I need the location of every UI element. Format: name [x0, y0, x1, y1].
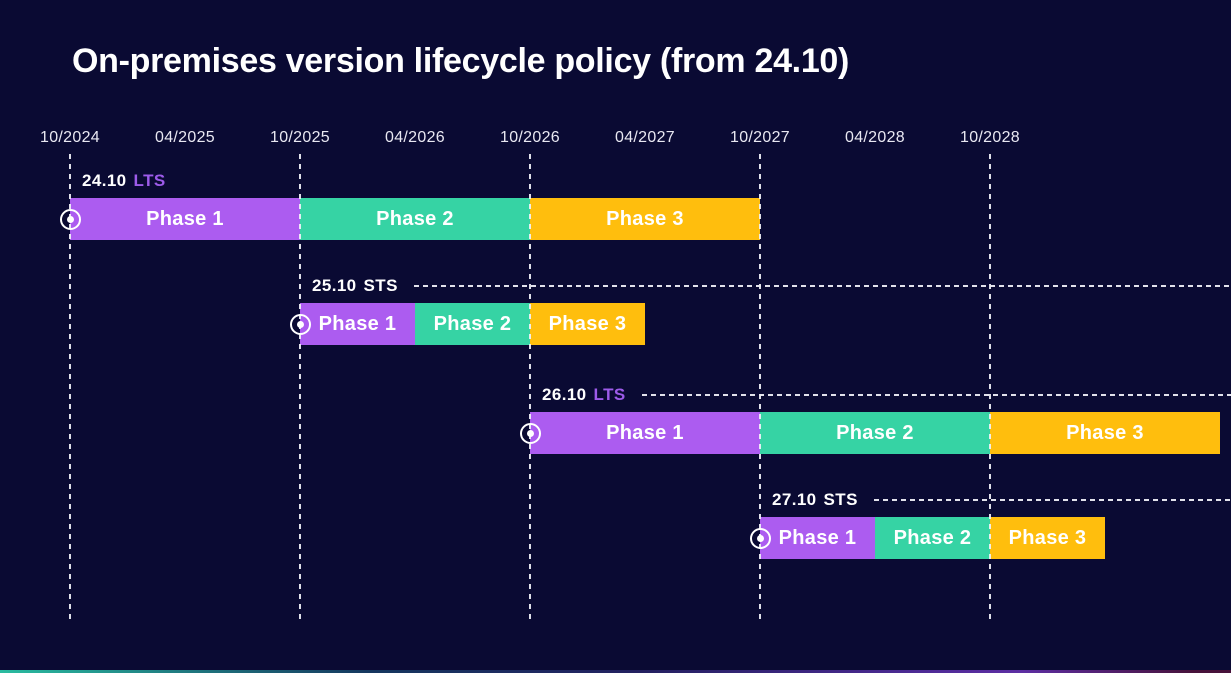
- phase-bar-2: Phase 2: [300, 198, 530, 240]
- release-version-text: 26.10: [542, 385, 587, 404]
- gridline-10-2028: [989, 154, 991, 620]
- gridline-10-2024: [69, 154, 71, 620]
- release-channel-badge: STS: [823, 490, 858, 509]
- phase-bar-1: Phase 1: [70, 198, 300, 240]
- timeline-continuation-dashed-line: [641, 394, 1231, 396]
- release-version-text: 27.10: [772, 490, 817, 509]
- axis-tick-label: 10/2028: [960, 129, 1020, 146]
- timeline-continuation-dashed-line: [413, 285, 1231, 287]
- phase-bar-2: Phase 2: [875, 517, 990, 559]
- phase-bar-1: Phase 1: [300, 303, 415, 345]
- release-channel-badge: LTS: [133, 171, 166, 190]
- gridline-10-2025: [299, 154, 301, 620]
- axis-tick-label: 10/2026: [500, 129, 560, 146]
- axis-tick-label: 10/2025: [270, 129, 330, 146]
- phase-bar-2: Phase 2: [415, 303, 530, 345]
- release-channel-badge: LTS: [593, 385, 626, 404]
- phase-bar-3: Phase 3: [530, 303, 645, 345]
- phase-bar-3: Phase 3: [530, 198, 760, 240]
- release-start-marker: [59, 208, 81, 230]
- release-channel-badge: STS: [363, 276, 398, 295]
- release-start-marker: [519, 422, 541, 444]
- axis-tick-label: 04/2028: [845, 129, 905, 146]
- timeline-continuation-dashed-line: [873, 499, 1231, 501]
- release-label: 27.10 STS: [772, 490, 1231, 510]
- release-label: 26.10 LTS: [542, 385, 1231, 405]
- release-version-text: 25.10: [312, 276, 357, 295]
- axis-tick-label: 04/2025: [155, 129, 215, 146]
- brand-gradient-strip: [0, 670, 1231, 673]
- phase-bar-3: Phase 3: [990, 412, 1220, 454]
- release-version-text: 24.10: [82, 171, 127, 190]
- phase-bar-3: Phase 3: [990, 517, 1105, 559]
- phase-bar-1: Phase 1: [530, 412, 760, 454]
- axis-tick-label: 10/2027: [730, 129, 790, 146]
- gridline-10-2026: [529, 154, 531, 620]
- phase-bar-1: Phase 1: [760, 517, 875, 559]
- release-start-marker: [289, 313, 311, 335]
- phase-bar-2: Phase 2: [760, 412, 990, 454]
- page-title: On-premises version lifecycle policy (fr…: [72, 42, 850, 80]
- release-label: 24.10 LTS: [82, 171, 1231, 191]
- gridline-10-2027: [759, 154, 761, 620]
- release-start-marker: [749, 527, 771, 549]
- release-label: 25.10 STS: [312, 276, 1231, 296]
- axis-tick-label: 04/2026: [385, 129, 445, 146]
- axis-tick-label: 04/2027: [615, 129, 675, 146]
- axis-tick-label: 10/2024: [40, 129, 100, 146]
